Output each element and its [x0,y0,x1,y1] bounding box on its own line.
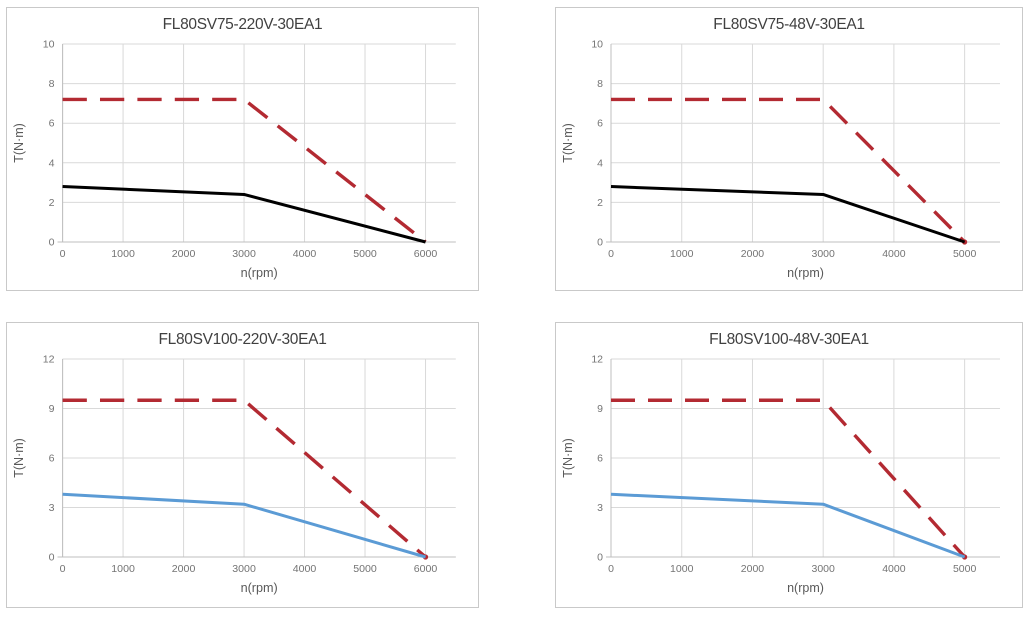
svg-text:10: 10 [591,39,603,51]
svg-text:T(N·m): T(N·m) [12,123,26,163]
svg-text:9: 9 [597,403,603,415]
svg-text:6000: 6000 [414,563,438,575]
svg-text:10: 10 [43,39,55,51]
svg-text:6: 6 [49,453,55,465]
svg-text:9: 9 [49,403,55,415]
torque-speed-chart: 0 3 6 9 12 0 1000 2000 3000 4000 5000 n(rpm) T(N·m) [561,354,1000,595]
svg-text:n(rpm): n(rpm) [241,581,278,595]
svg-text:12: 12 [591,354,603,366]
svg-text:T(N·m): T(N·m) [561,123,575,163]
svg-text:8: 8 [597,78,603,90]
svg-text:2000: 2000 [741,248,765,260]
svg-text:2: 2 [49,197,55,209]
svg-text:T(N·m): T(N·m) [561,438,575,478]
chart-grid: FL80SV75-220V-30EA1 0 2 4 6 8 10 0 1000 2000 3000… [6,7,1023,608]
chart-title: FL80SV75-220V-30EA1 [162,16,323,33]
svg-text:1000: 1000 [111,248,135,260]
torque-speed-chart: 0 2 4 6 8 10 0 1000 2000 3000 4000 5000 n(rpm) T(N·m) [561,39,1000,280]
svg-text:3: 3 [49,502,55,514]
svg-text:0: 0 [60,248,66,260]
torque-speed-chart: 0 2 4 6 8 10 0 1000 2000 3000 4000 5000 6000 n(rpm) T(… [12,39,456,280]
svg-text:3000: 3000 [232,248,256,260]
svg-text:n(rpm): n(rpm) [787,581,824,595]
svg-text:6: 6 [597,453,603,465]
svg-text:5000: 5000 [353,563,377,575]
svg-text:2: 2 [597,197,603,209]
svg-text:0: 0 [597,237,603,249]
chart-title: FL80SV100-220V-30EA1 [158,331,327,348]
svg-text:3000: 3000 [232,563,256,575]
svg-text:4: 4 [597,157,603,169]
svg-text:0: 0 [597,552,603,564]
svg-text:1000: 1000 [111,563,135,575]
svg-text:2000: 2000 [741,563,765,575]
svg-text:6: 6 [597,118,603,130]
svg-text:4000: 4000 [882,248,906,260]
svg-text:4000: 4000 [293,563,317,575]
svg-text:n(rpm): n(rpm) [241,266,278,280]
svg-text:3: 3 [597,502,603,514]
chart-panel-fl80sv100-48v: FL80SV100-48V-30EA1 0 3 6 9 12 0 1000 2000 3000 4… [555,322,1023,608]
svg-text:6000: 6000 [414,248,438,260]
svg-text:4000: 4000 [293,248,317,260]
svg-text:T(N·m): T(N·m) [12,438,26,478]
svg-text:12: 12 [43,354,55,366]
svg-text:0: 0 [60,563,66,575]
svg-text:5000: 5000 [353,248,377,260]
chart-title: FL80SV100-48V-30EA1 [709,331,869,348]
chart-title: FL80SV75-48V-30EA1 [713,16,865,33]
svg-text:3000: 3000 [812,248,836,260]
svg-text:5000: 5000 [953,563,977,575]
svg-text:1000: 1000 [670,248,694,260]
svg-text:0: 0 [608,563,614,575]
svg-text:n(rpm): n(rpm) [787,266,824,280]
svg-text:6: 6 [49,118,55,130]
svg-text:2000: 2000 [172,563,196,575]
svg-text:0: 0 [49,552,55,564]
svg-text:1000: 1000 [670,563,694,575]
svg-text:2000: 2000 [172,248,196,260]
svg-text:3000: 3000 [812,563,836,575]
chart-panel-fl80sv100-220v: FL80SV100-220V-30EA1 0 3 6 9 12 0 1000 2000 3000… [6,322,479,608]
svg-text:8: 8 [49,78,55,90]
svg-text:0: 0 [608,248,614,260]
svg-text:4000: 4000 [882,563,906,575]
chart-panel-fl80sv75-220v: FL80SV75-220V-30EA1 0 2 4 6 8 10 0 1000 2000 3000… [6,7,479,291]
chart-panel-fl80sv75-48v: FL80SV75-48V-30EA1 0 2 4 6 8 10 0 1000 2000 3000 4… [555,7,1023,291]
svg-text:5000: 5000 [953,248,977,260]
svg-text:0: 0 [49,237,55,249]
torque-speed-chart: 0 3 6 9 12 0 1000 2000 3000 4000 5000 6000 n(rpm) T(N… [12,354,456,595]
svg-text:4: 4 [49,157,55,169]
